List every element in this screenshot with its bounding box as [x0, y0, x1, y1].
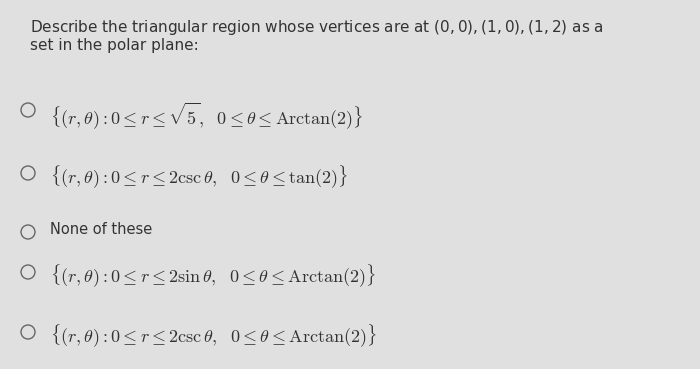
Text: $\{(r, \theta) : 0 \leq r \leq \sqrt{5},\ \ 0 \leq \theta \leq \mathrm{Arctan}(2: $\{(r, \theta) : 0 \leq r \leq \sqrt{5},…	[50, 100, 363, 131]
Text: set in the polar plane:: set in the polar plane:	[30, 38, 199, 53]
Text: $\{(r, \theta) : 0 \leq r \leq 2\csc\theta,\ \ 0 \leq \theta \leq \mathrm{Arctan: $\{(r, \theta) : 0 \leq r \leq 2\csc\the…	[50, 322, 377, 349]
Text: Describe the triangular region whose vertices are at $(0, 0), (1, 0), (1, 2)$ as: Describe the triangular region whose ver…	[30, 18, 604, 37]
Text: $\{(r, \theta) : 0 \leq r \leq 2\sin\theta,\ \ 0 \leq \theta \leq \mathrm{Arctan: $\{(r, \theta) : 0 \leq r \leq 2\sin\the…	[50, 262, 376, 289]
Text: $\{(r, \theta) : 0 \leq r \leq 2\csc\theta,\ \ 0 \leq \theta \leq \tan(2)\}$: $\{(r, \theta) : 0 \leq r \leq 2\csc\the…	[50, 163, 349, 190]
Text: None of these: None of these	[50, 222, 153, 237]
